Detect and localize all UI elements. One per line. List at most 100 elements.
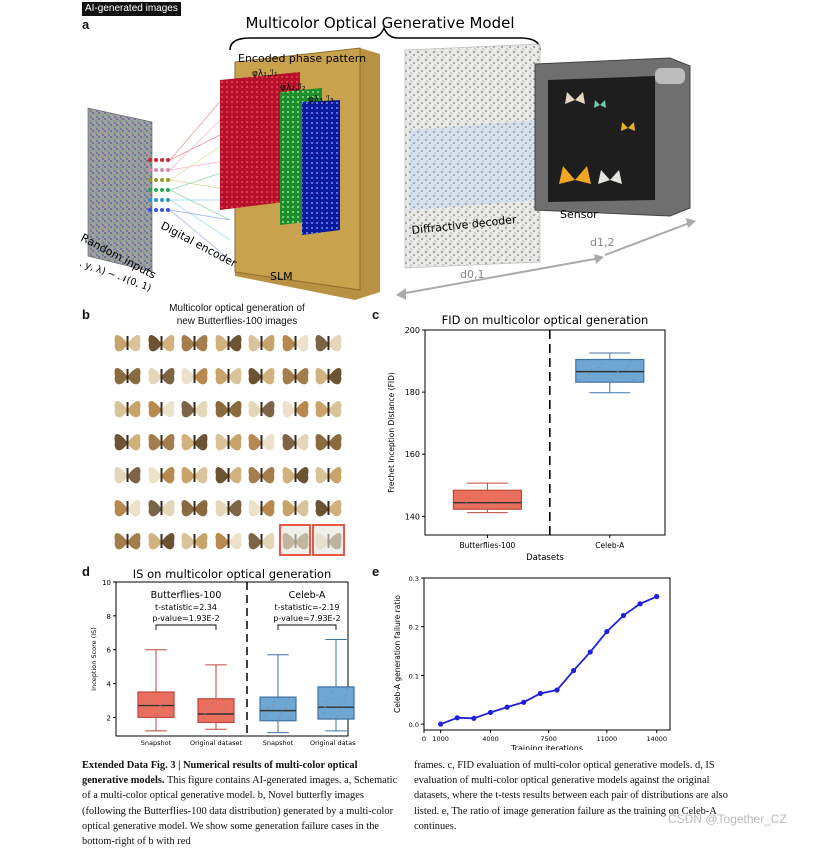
butterfly-cell <box>213 393 245 424</box>
watermark: CSDN @Together_CZ <box>668 812 787 826</box>
sample-point <box>226 699 228 702</box>
encoder-dots <box>148 158 170 212</box>
failure-ylabel: Celeb-A generation failure ratio <box>393 595 402 713</box>
sample-point <box>264 715 267 718</box>
box-iqr <box>575 358 645 383</box>
butterfly-cell <box>213 360 245 391</box>
fid-xtick-label: Butterflies-100 <box>459 541 515 550</box>
is-plot-frame <box>115 581 349 737</box>
butterfly-cell <box>280 393 312 424</box>
sample-point <box>502 497 504 500</box>
failure-point <box>604 628 610 635</box>
fid-ytick-label: 160 <box>405 450 420 459</box>
sample-point <box>325 700 328 703</box>
failure-case-frame <box>278 524 311 556</box>
sample-point <box>478 492 481 495</box>
sample-point <box>204 712 206 715</box>
butterfly-cell <box>112 525 144 556</box>
sample-point <box>150 695 153 698</box>
sample-point <box>278 717 281 720</box>
sample-point <box>267 706 270 709</box>
butterfly-cell <box>280 492 312 523</box>
sample-point <box>329 697 332 700</box>
is-ytick-label: 8 <box>107 613 111 621</box>
sample-point <box>144 707 146 709</box>
failure-ytick-label: 0.1 <box>409 672 419 680</box>
is-xtick-label: Original dataset <box>190 739 243 747</box>
butterfly-cell <box>246 327 278 358</box>
phase-pattern-blue <box>302 100 340 235</box>
sample-point <box>336 715 339 717</box>
failure-point <box>487 709 494 716</box>
sample-point <box>167 713 170 716</box>
butterfly-cell <box>112 393 144 424</box>
sample-point <box>324 706 326 709</box>
butterfly-cell <box>213 459 245 490</box>
sample-point <box>629 360 632 363</box>
butterfly-cell <box>112 492 144 523</box>
sample-point <box>491 503 494 505</box>
failure-xtick-label: 1000 <box>432 735 449 743</box>
butterfly-cell <box>246 492 278 523</box>
sample-point <box>347 714 350 717</box>
box-iqr <box>452 489 523 510</box>
sample-point <box>337 709 340 712</box>
failure-xtick-label: 4000 <box>482 735 499 743</box>
sample-point <box>624 368 627 371</box>
d01-label: d0,1 <box>460 268 484 281</box>
butterfly-cell <box>179 525 211 556</box>
is-t-statistic: t-statistic=-2.19 <box>275 603 340 612</box>
diffractive-decoder <box>404 43 541 269</box>
is-xtick-label: Snapshot <box>141 739 172 747</box>
sample-point <box>616 370 619 373</box>
sample-point <box>460 508 463 511</box>
sample-point <box>321 718 324 720</box>
butterflies-title-line1: Multicolor optical generation of <box>169 303 305 314</box>
failure-point <box>438 721 444 727</box>
sample-point <box>286 702 289 705</box>
is-title: IS on multicolor optical generation <box>133 567 332 581</box>
sample-point <box>343 700 346 703</box>
butterfly-cell <box>112 327 144 358</box>
sample-point <box>330 691 333 694</box>
sample-point <box>227 719 230 721</box>
sample-point <box>504 494 507 497</box>
sample-point <box>585 377 588 379</box>
sample-point <box>603 381 606 383</box>
is-group-name: Celeb-A <box>289 590 326 601</box>
phi3-label: φλ₃,ℐ₃ <box>308 95 334 105</box>
encoded-phase-label: Encoded phase pattern <box>238 52 366 65</box>
butterfly-cell <box>112 426 144 457</box>
caption-right: frames. c, FID evaluation of multi-color… <box>414 760 728 832</box>
is-xtick-label: Original dataset <box>310 739 356 747</box>
sample-point <box>164 697 167 700</box>
sample-point <box>587 372 590 375</box>
sample-point <box>598 366 601 369</box>
sample-point <box>489 506 491 509</box>
sample-point <box>156 714 159 716</box>
box-iqr <box>317 686 355 720</box>
sample-point <box>468 497 470 500</box>
sample-point <box>322 712 325 715</box>
sample-point <box>288 698 290 700</box>
sample-point <box>216 719 219 722</box>
sample-point <box>285 706 288 709</box>
sample-point <box>209 706 212 709</box>
failure-point <box>537 690 543 697</box>
sample-point <box>141 716 144 719</box>
fid-chart: FID on multicolor optical generation 140 1… <box>387 313 666 563</box>
failure-xlabel: Training iterations <box>510 744 583 750</box>
title-brace <box>229 25 541 51</box>
sample-point <box>166 693 168 695</box>
failure-chart: 0.0 0.1 0.2 0.3 0 1000 4000 7500 11000 14000 Train… <box>393 575 671 750</box>
schematic-panel: Multicolor Optical Generative Model Enco… <box>63 10 700 300</box>
butterfly-cell <box>179 393 211 424</box>
butterfly-cell <box>146 525 178 556</box>
sample-point <box>271 704 274 707</box>
box-group <box>575 352 645 394</box>
sample-point <box>476 496 478 499</box>
sample-point <box>152 716 155 719</box>
fid-ytick-label: 200 <box>405 326 420 335</box>
failure-case-frame <box>312 524 345 556</box>
is-p-value: p-value=7.93E-2 <box>273 614 340 623</box>
